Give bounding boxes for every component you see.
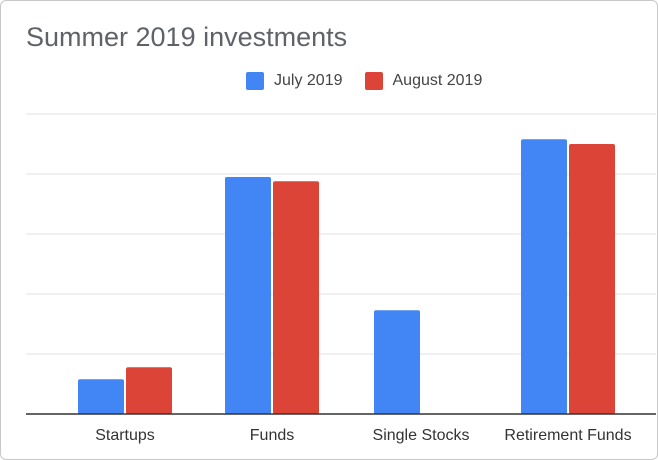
legend-swatch-july (246, 72, 264, 90)
x-tick-label: Single Stocks (373, 427, 470, 444)
chart-title: Summer 2019 investments (26, 22, 348, 52)
bar-0-2[interactable] (374, 310, 420, 414)
legend-item-july[interactable]: July 2019 (246, 72, 343, 90)
bar-0-0[interactable] (78, 379, 124, 414)
chart-legend: July 2019 August 2019 (246, 69, 482, 93)
legend-label-july: July 2019 (274, 72, 343, 89)
x-tick-label: Retirement Funds (504, 427, 631, 444)
bar-1-0[interactable] (126, 367, 172, 414)
legend-label-august: August 2019 (392, 72, 483, 89)
legend-swatch-august (364, 72, 383, 90)
x-tick-label: Startups (95, 427, 155, 444)
bar-0-3[interactable] (521, 139, 567, 414)
x-tick-label: Funds (250, 427, 294, 444)
bar-1-1[interactable] (273, 181, 319, 414)
legend-item-august[interactable]: August 2019 (364, 72, 483, 90)
bar-0-1[interactable] (225, 177, 271, 414)
bar-1-3[interactable] (569, 144, 615, 414)
